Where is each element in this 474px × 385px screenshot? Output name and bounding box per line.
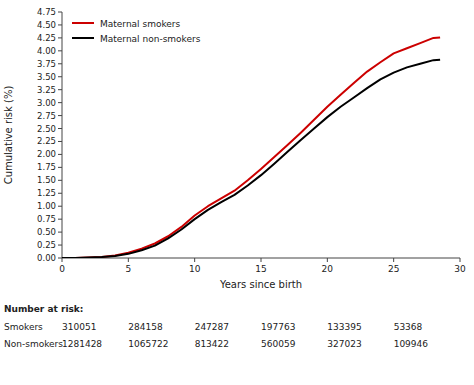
- risk-value: 197763: [261, 322, 295, 332]
- y-tick-label: 2.00: [37, 149, 56, 159]
- series-line: [62, 60, 440, 258]
- risk-value: 560059: [261, 339, 296, 349]
- risk-value: 327023: [327, 339, 361, 349]
- risk-value: 813422: [195, 339, 229, 349]
- y-tick-label: 1.50: [37, 175, 56, 185]
- y-tick: [58, 89, 62, 90]
- x-tick: [460, 258, 461, 262]
- y-tick-label: 2.50: [37, 124, 56, 134]
- x-tick-label: 10: [189, 264, 201, 274]
- y-tick: [58, 63, 62, 64]
- risk-value: 109946: [394, 339, 429, 349]
- y-tick: [58, 76, 62, 77]
- y-tick: [58, 206, 62, 207]
- y-tick: [58, 245, 62, 246]
- risk-value: 53368: [394, 322, 423, 332]
- y-tick-label: 4.50: [37, 20, 56, 30]
- y-tick: [58, 193, 62, 194]
- y-tick-label: 0.25: [37, 240, 56, 250]
- y-tick-label: 4.25: [37, 33, 56, 43]
- x-tick: [393, 258, 394, 262]
- y-tick-label: 3.75: [37, 59, 56, 69]
- y-tick-label: 0.75: [37, 214, 56, 224]
- y-tick-label: 1.75: [37, 162, 56, 172]
- y-tick: [58, 12, 62, 13]
- plot-area: [62, 37, 440, 258]
- y-tick-label: 4.00: [37, 46, 56, 56]
- y-tick-label: 0.50: [37, 227, 56, 237]
- y-tick-label: 2.75: [37, 111, 56, 121]
- x-tick: [128, 258, 129, 262]
- y-tick: [58, 50, 62, 51]
- y-tick-label: 1.00: [37, 201, 56, 211]
- risk-value: 247287: [195, 322, 229, 332]
- chart: 0 5 10 15 20 25 30 0.00 0.25 0.50 0.75 1.00 1.25 1.50…: [0, 0, 474, 385]
- chart-container: 0 5 10 15 20 25 30 0.00 0.25 0.50 0.75 1.00 1.25 1.50…: [0, 0, 474, 385]
- risk-row-label: Smokers: [4, 322, 43, 332]
- y-tick: [58, 37, 62, 38]
- legend-swatch: [72, 37, 94, 39]
- y-tick: [58, 167, 62, 168]
- legend-label: Maternal non-smokers: [100, 34, 201, 44]
- x-tick: [327, 258, 328, 262]
- y-tick-label: 0.00: [37, 253, 56, 263]
- x-axis-label: Years since birth: [219, 279, 302, 290]
- risk-row-label: Non-smokers: [4, 339, 63, 349]
- y-tick-label: 2.25: [37, 136, 56, 146]
- risk-value: 310051: [62, 322, 96, 332]
- y-tick-label: 3.25: [37, 85, 56, 95]
- y-tick: [58, 258, 62, 259]
- x-tick-label: 30: [454, 264, 466, 274]
- x-tick-label: 20: [322, 264, 334, 274]
- y-tick: [58, 115, 62, 116]
- y-tick: [58, 154, 62, 155]
- x-tick: [194, 258, 195, 262]
- x-tick-label: 0: [59, 264, 65, 274]
- y-tick-label: 3.00: [37, 98, 56, 108]
- y-tick: [58, 102, 62, 103]
- risk-value: 1065722: [128, 339, 168, 349]
- x-tick: [261, 258, 262, 262]
- y-tick-label: 3.50: [37, 72, 56, 82]
- y-tick-label: 1.25: [37, 188, 56, 198]
- y-tick: [58, 180, 62, 181]
- y-tick-label: 4.75: [37, 7, 56, 17]
- y-tick: [58, 24, 62, 25]
- risk-table-title: Number at risk:: [4, 304, 83, 314]
- y-axis-line: [62, 12, 63, 258]
- risk-value: 133395: [327, 322, 361, 332]
- x-tick-label: 5: [125, 264, 131, 274]
- risk-value: 1281428: [62, 339, 102, 349]
- x-tick-label: 25: [388, 264, 399, 274]
- risk-table: Number at risk: Smokers 310051 284158 247287…: [4, 304, 428, 349]
- legend-label: Maternal smokers: [100, 19, 181, 29]
- series-line: [62, 37, 440, 258]
- y-tick: [58, 219, 62, 220]
- legend: Maternal smokers Maternal non-smokers: [72, 19, 201, 44]
- y-tick: [58, 232, 62, 233]
- legend-swatch: [72, 22, 94, 24]
- risk-value: 284158: [128, 322, 163, 332]
- y-tick: [58, 141, 62, 142]
- y-tick: [58, 128, 62, 129]
- x-tick: [62, 258, 63, 262]
- y-axis-label: Cumulative risk (%): [3, 86, 14, 185]
- x-tick-label: 15: [255, 264, 266, 274]
